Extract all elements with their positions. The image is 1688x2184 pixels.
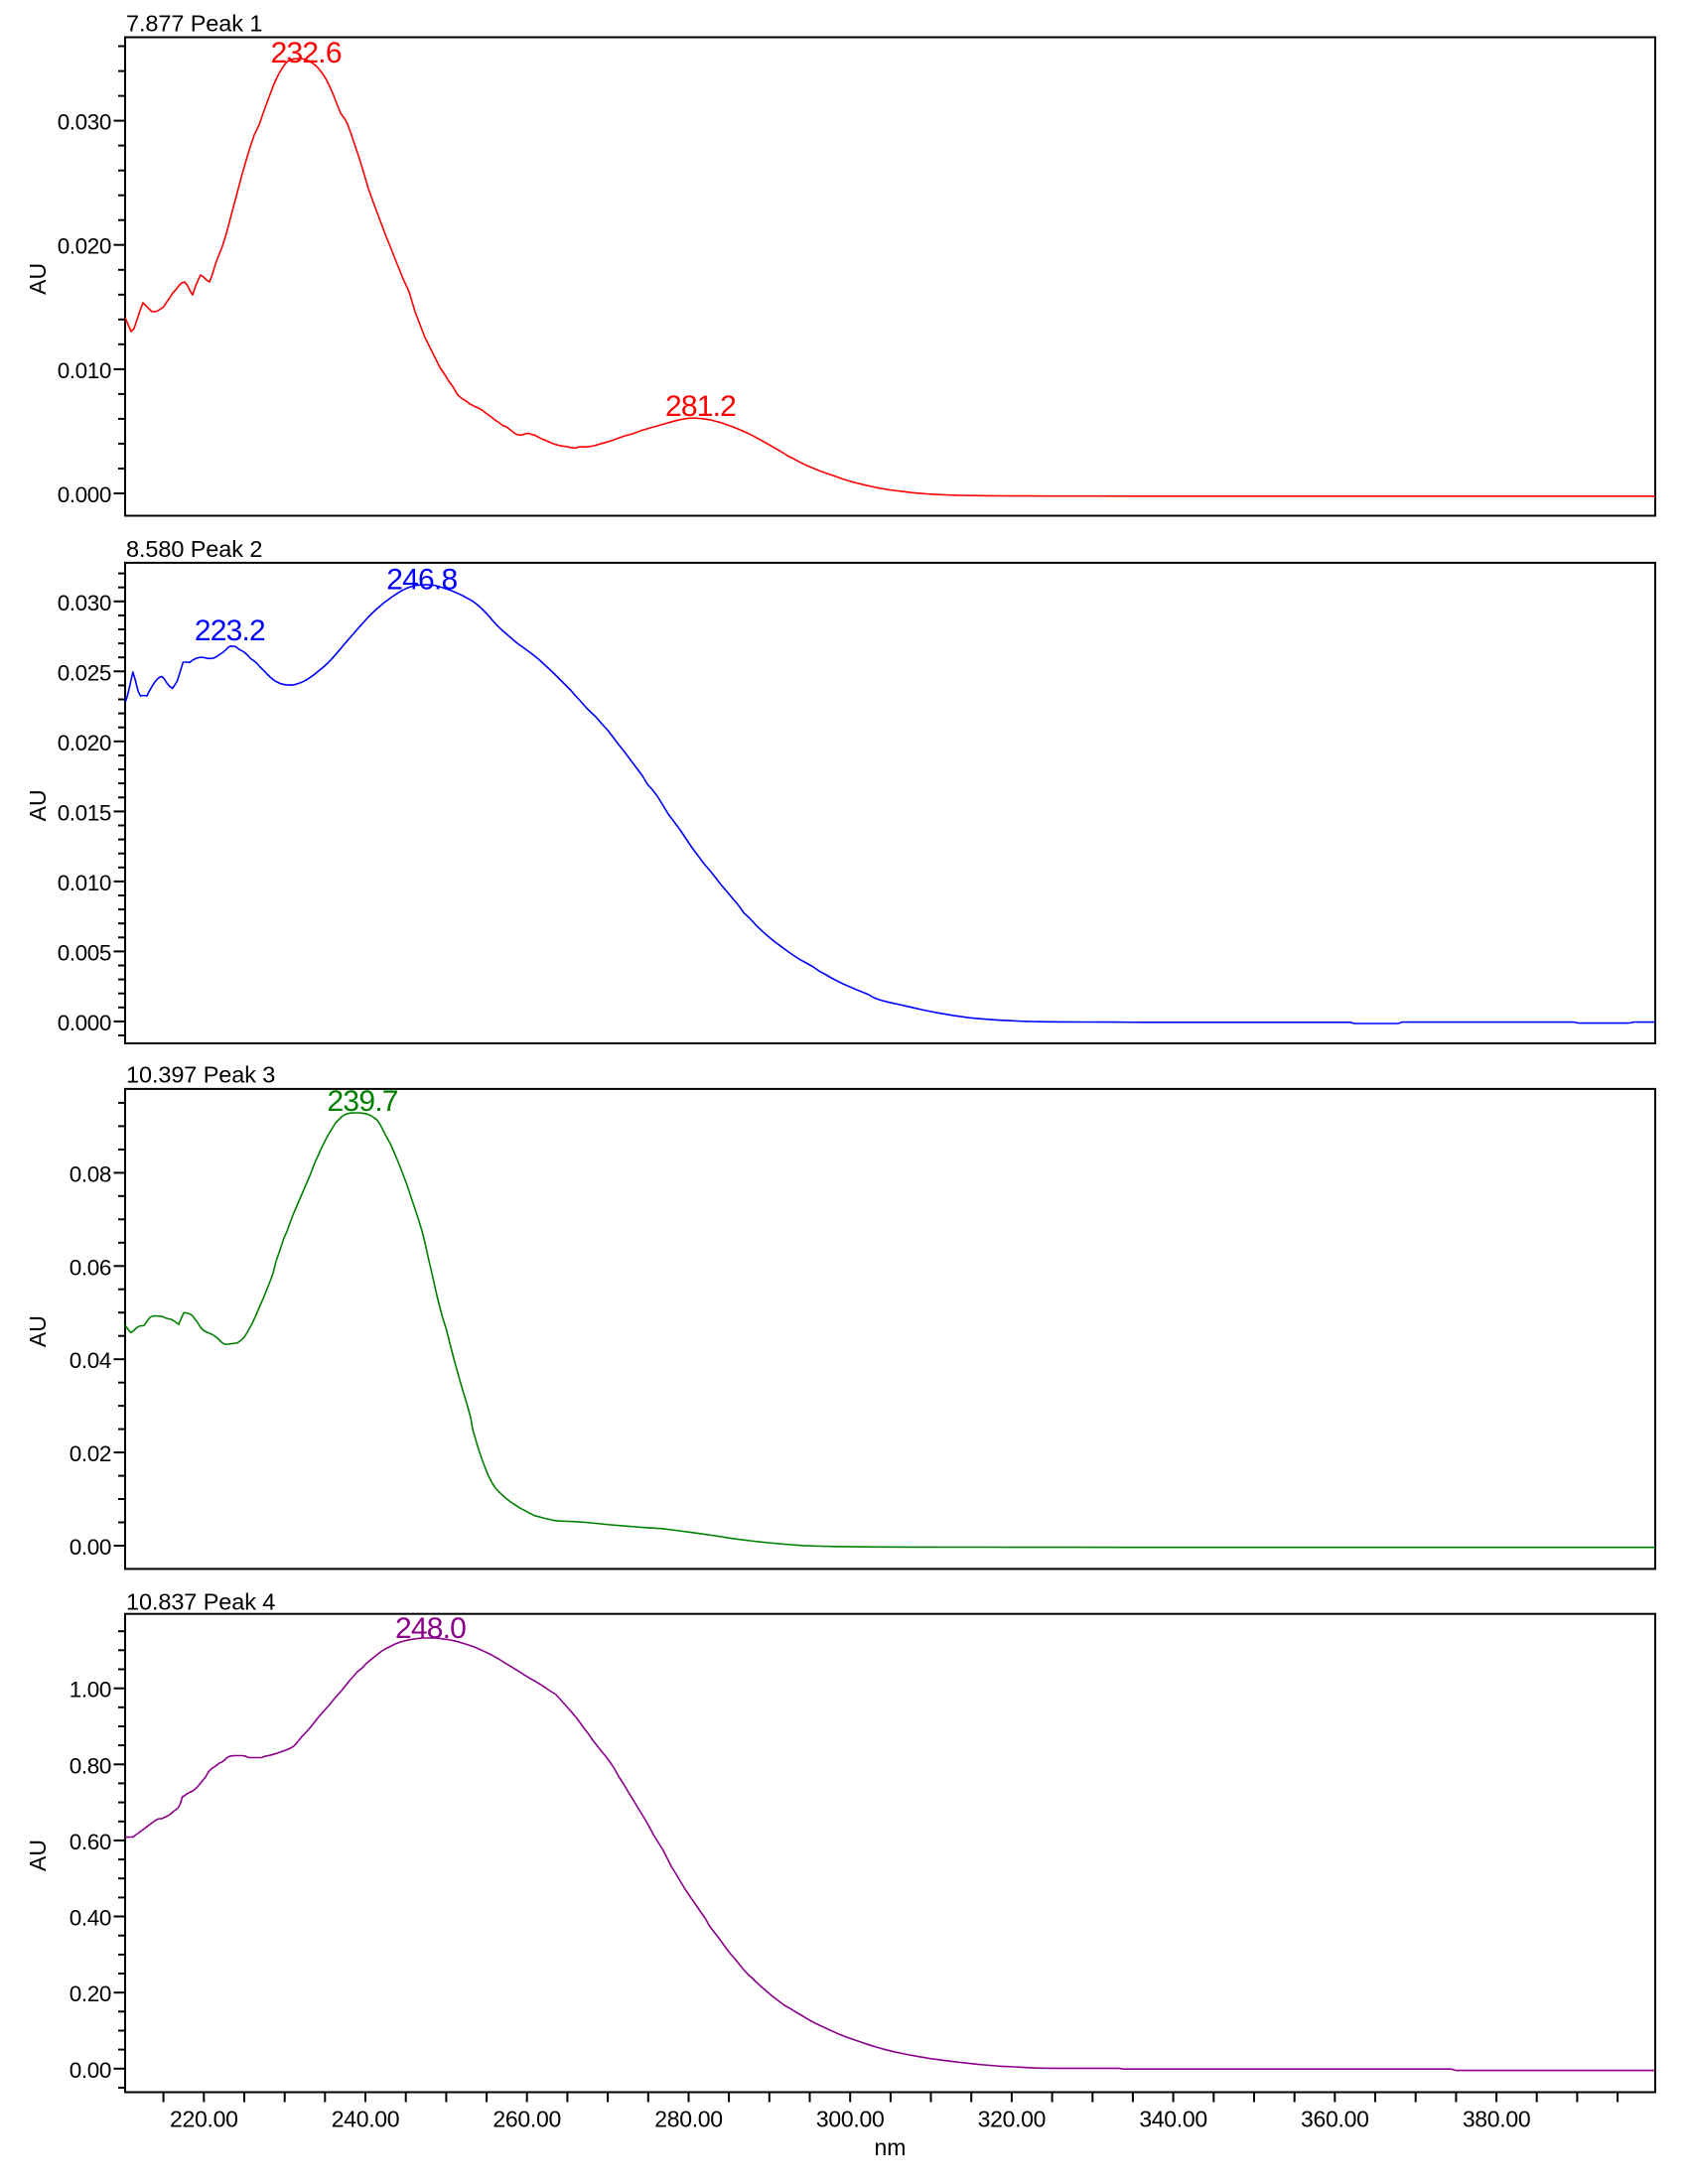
svg-text:0.015: 0.015: [58, 800, 111, 825]
svg-text:0.000: 0.000: [58, 482, 111, 507]
svg-text:300.00: 300.00: [816, 2107, 885, 2132]
svg-text:8.580 Peak 2: 8.580 Peak 2: [126, 536, 262, 562]
svg-text:nm: nm: [875, 2134, 907, 2160]
svg-text:0.020: 0.020: [58, 731, 111, 755]
svg-text:0.00: 0.00: [70, 1535, 111, 1560]
svg-text:0.005: 0.005: [58, 940, 111, 965]
svg-text:10.397 Peak 3: 10.397 Peak 3: [126, 1062, 275, 1088]
svg-text:0.08: 0.08: [70, 1161, 111, 1186]
svg-text:340.00: 340.00: [1139, 2107, 1207, 2132]
svg-text:246.8: 246.8: [386, 564, 457, 597]
svg-text:0.025: 0.025: [58, 660, 111, 685]
svg-text:1.00: 1.00: [70, 1678, 111, 1703]
svg-text:0.030: 0.030: [58, 591, 111, 615]
svg-text:10.837 Peak 4: 10.837 Peak 4: [126, 1588, 275, 1614]
svg-text:0.40: 0.40: [70, 1906, 111, 1931]
svg-text:0.000: 0.000: [58, 1011, 111, 1035]
svg-text:AU: AU: [25, 1840, 51, 1871]
svg-text:7.877 Peak 1: 7.877 Peak 1: [126, 11, 262, 37]
svg-text:281.2: 281.2: [665, 390, 736, 423]
svg-text:0.04: 0.04: [70, 1348, 111, 1373]
svg-text:0.20: 0.20: [70, 1981, 111, 2006]
svg-text:0.02: 0.02: [70, 1441, 111, 1466]
svg-text:0.80: 0.80: [70, 1753, 111, 1778]
svg-text:248.0: 248.0: [395, 1612, 466, 1645]
svg-text:0.030: 0.030: [58, 110, 111, 135]
svg-text:0.00: 0.00: [70, 2058, 111, 2083]
svg-text:0.010: 0.010: [58, 358, 111, 383]
svg-text:AU: AU: [25, 789, 51, 821]
svg-text:232.6: 232.6: [271, 37, 342, 69]
svg-text:0.06: 0.06: [70, 1255, 111, 1280]
svg-text:0.020: 0.020: [58, 234, 111, 259]
svg-text:239.7: 239.7: [328, 1085, 398, 1118]
svg-text:0.010: 0.010: [58, 871, 111, 895]
svg-text:223.2: 223.2: [195, 614, 265, 647]
svg-text:320.00: 320.00: [978, 2107, 1047, 2132]
svg-text:260.00: 260.00: [492, 2107, 561, 2132]
svg-text:AU: AU: [25, 1315, 51, 1347]
svg-text:380.00: 380.00: [1463, 2107, 1531, 2132]
svg-text:AU: AU: [25, 263, 51, 295]
svg-text:280.00: 280.00: [654, 2107, 723, 2132]
svg-text:360.00: 360.00: [1301, 2107, 1369, 2132]
svg-text:0.60: 0.60: [70, 1830, 111, 1854]
svg-text:220.00: 220.00: [170, 2107, 238, 2132]
svg-text:240.00: 240.00: [332, 2107, 400, 2132]
